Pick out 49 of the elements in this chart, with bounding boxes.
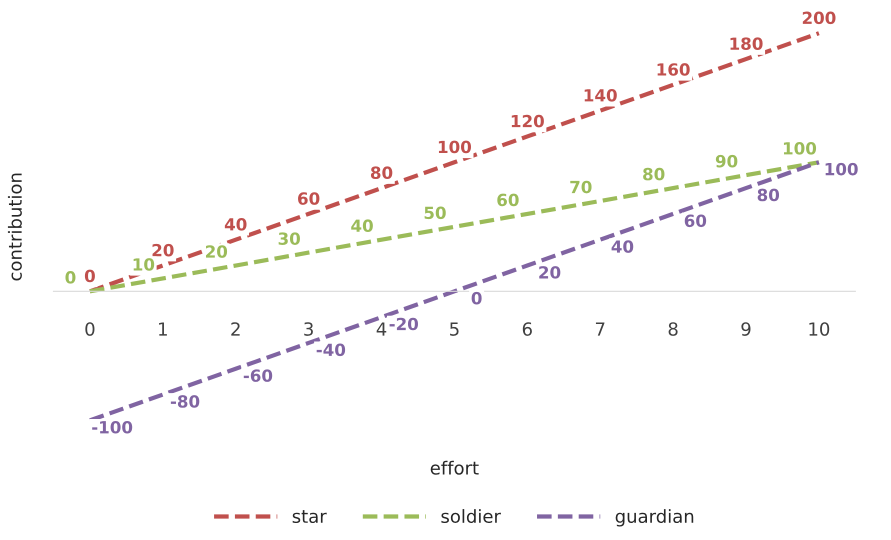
data-label: 90	[716, 154, 738, 168]
data-label: -40	[316, 344, 346, 356]
data-label: 10	[134, 258, 154, 271]
data-label: 40	[351, 219, 373, 232]
x-tick-label: 6	[522, 322, 532, 336]
data-label: 60	[497, 194, 519, 206]
x-tick-label: 10	[809, 322, 830, 336]
y-axis-title: contribution	[8, 174, 22, 281]
data-label: -60	[244, 369, 272, 382]
data-label: 40	[224, 218, 247, 231]
data-label: 140	[584, 88, 617, 102]
data-label: 0	[84, 270, 95, 282]
data-label: 60	[684, 214, 706, 228]
data-label: 80	[758, 188, 780, 202]
x-tick-label: 3	[304, 322, 313, 336]
data-label: 70	[570, 180, 592, 194]
data-label: 80	[643, 168, 664, 180]
data-label: 20	[206, 245, 228, 258]
data-label: 100	[438, 140, 472, 154]
data-label: 20	[152, 244, 174, 256]
data-label: 100	[826, 162, 858, 176]
legend-label: star	[292, 510, 327, 524]
x-axis-title: effort	[430, 460, 479, 475]
data-label: -80	[170, 395, 200, 408]
data-label: 50	[424, 206, 446, 220]
data-label: 80	[370, 166, 392, 180]
data-label: 180	[730, 37, 763, 50]
data-label: 0	[65, 271, 76, 284]
x-tick-label: 5	[450, 322, 459, 336]
x-tick-label: 1	[159, 322, 167, 336]
data-label: -100	[92, 420, 132, 434]
data-label: 60	[298, 192, 320, 205]
data-label: -20	[390, 318, 418, 330]
x-tick-label: 9	[741, 322, 750, 336]
x-tick-label: 4	[376, 322, 386, 336]
data-label: 0	[472, 292, 482, 304]
data-label: 200	[802, 12, 836, 24]
legend-label: guardian	[616, 509, 694, 527]
data-label: 120	[512, 114, 544, 128]
data-label: 40	[612, 240, 634, 253]
x-tick-label: 0	[85, 322, 94, 336]
data-label: 20	[539, 266, 560, 279]
x-tick-label: 2	[231, 322, 240, 336]
x-tick-label: 8	[668, 322, 678, 336]
data-label: 100	[784, 142, 816, 155]
x-tick-label: 7	[596, 322, 604, 336]
legend-label: soldier	[441, 509, 501, 524]
data-label: 30	[278, 232, 300, 245]
data-label: 160	[658, 63, 690, 76]
